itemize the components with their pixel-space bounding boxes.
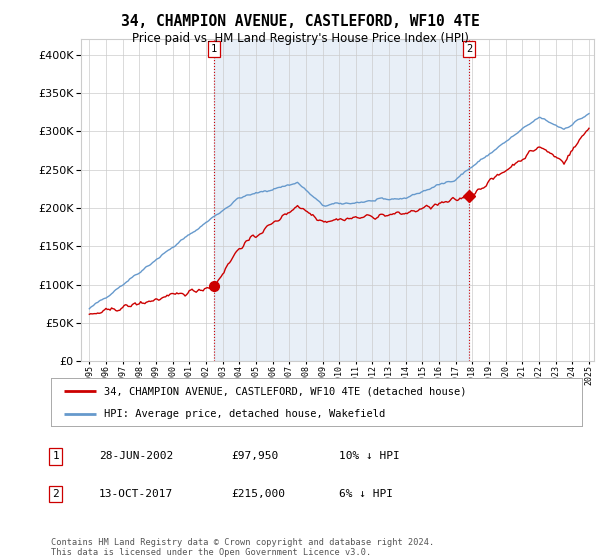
Text: 34, CHAMPION AVENUE, CASTLEFORD, WF10 4TE: 34, CHAMPION AVENUE, CASTLEFORD, WF10 4T… [121, 14, 479, 29]
Text: 13-OCT-2017: 13-OCT-2017 [99, 489, 173, 499]
Text: 1: 1 [211, 44, 217, 54]
Text: £215,000: £215,000 [231, 489, 285, 499]
Text: 10% ↓ HPI: 10% ↓ HPI [339, 451, 400, 461]
Text: 28-JUN-2002: 28-JUN-2002 [99, 451, 173, 461]
Bar [214, 39, 469, 361]
Text: 1: 1 [52, 451, 59, 461]
Text: £97,950: £97,950 [231, 451, 278, 461]
Text: 2: 2 [52, 489, 59, 499]
Text: Price paid vs. HM Land Registry's House Price Index (HPI): Price paid vs. HM Land Registry's House … [131, 32, 469, 45]
Text: 6% ↓ HPI: 6% ↓ HPI [339, 489, 393, 499]
Text: HPI: Average price, detached house, Wakefield: HPI: Average price, detached house, Wake… [104, 409, 385, 419]
Text: 2: 2 [466, 44, 472, 54]
Text: 34, CHAMPION AVENUE, CASTLEFORD, WF10 4TE (detached house): 34, CHAMPION AVENUE, CASTLEFORD, WF10 4T… [104, 386, 467, 396]
Text: Contains HM Land Registry data © Crown copyright and database right 2024.
This d: Contains HM Land Registry data © Crown c… [51, 538, 434, 557]
